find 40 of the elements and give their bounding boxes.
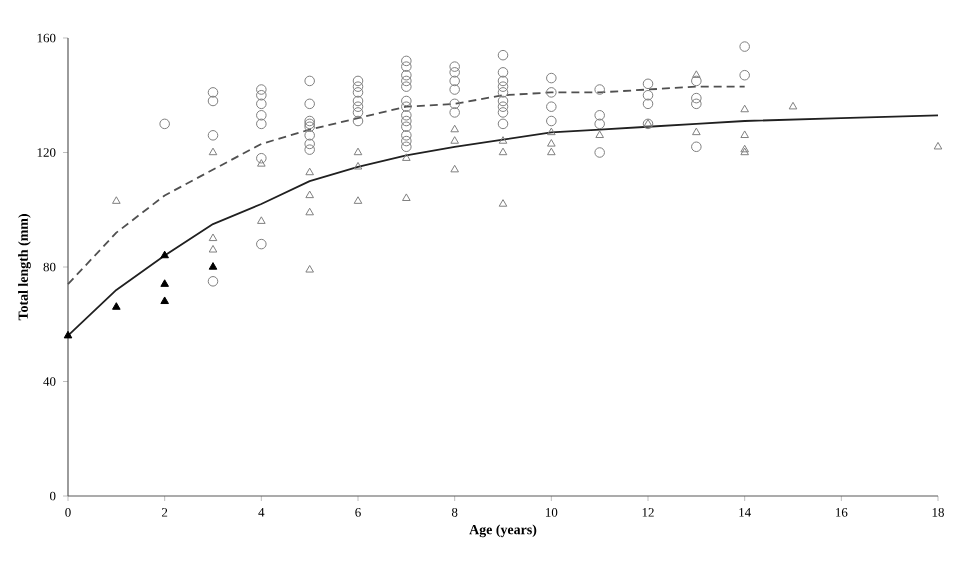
point [353,161,363,170]
point [257,216,266,224]
point [305,167,314,176]
point [402,193,411,201]
point [402,153,411,161]
point [353,147,363,156]
point [498,147,508,156]
point [788,101,798,110]
point [208,233,218,242]
point [63,330,73,339]
point [740,147,749,156]
point [257,159,266,167]
point [160,279,169,287]
point [450,164,459,173]
point [933,141,943,150]
point [353,196,363,204]
point [208,244,218,253]
point [595,130,604,139]
point [547,147,556,156]
point [450,136,459,144]
point [305,264,314,273]
point [450,124,459,133]
point [160,250,169,259]
point [112,196,121,204]
point [498,199,508,207]
point [740,144,749,153]
point [547,127,556,136]
point [208,262,218,270]
point [498,136,508,144]
point [740,130,749,139]
point [305,190,314,199]
point [692,70,701,78]
point [740,104,749,113]
point [692,127,701,136]
point [305,207,314,216]
point [160,296,169,305]
point [208,147,218,156]
point [642,118,654,130]
point [112,302,121,310]
point [547,139,556,147]
